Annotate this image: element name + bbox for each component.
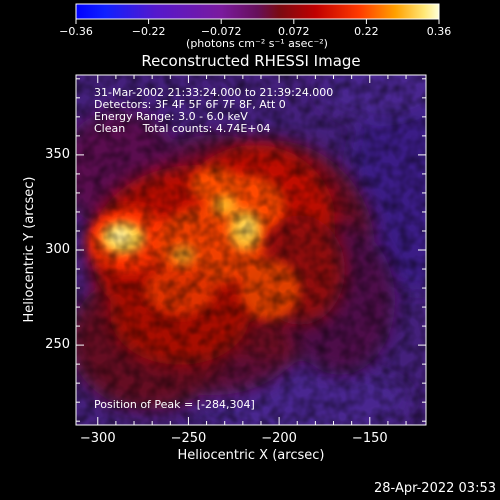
colorbar-frame — [75, 3, 440, 20]
footer-date: 28-Apr-2022 03:53 — [374, 481, 496, 496]
info-line-detectors: Detectors: 3F 4F 5F 6F 7F 8F, Att 0 — [94, 98, 286, 111]
colorbar-tick-label: 0.36 — [426, 25, 452, 38]
x-tick-label: −150 — [351, 431, 388, 446]
y-tick-label: 350 — [45, 146, 70, 162]
colorbar-tick-label: −0.072 — [200, 25, 242, 38]
x-axis-label: Heliocentric X (arcsec) — [177, 448, 325, 463]
info-line-time: 31-Mar-2002 21:33:24.000 to 21:39:24.000 — [94, 86, 334, 99]
info-line-energy: Energy Range: 3.0 - 6.0 keV — [94, 110, 248, 123]
colorbar — [76, 4, 439, 19]
y-tick-label: 250 — [45, 337, 70, 353]
axis-ticks — [76, 75, 426, 425]
colorbar-tick-label: 0.072 — [278, 25, 310, 38]
info-line-clean: Clean Total counts: 4.74E+04 — [94, 122, 271, 135]
colorbar-ticks — [75, 19, 440, 24]
colorbar-tick-label: −0.36 — [59, 25, 93, 38]
colorbar-tick-label: −0.22 — [131, 25, 166, 38]
y-tick-label: 300 — [45, 242, 70, 257]
colorbar-units-label: (photons cm⁻² s⁻¹ asec⁻²) — [186, 37, 328, 50]
colorbar-tick-label: 0.22 — [354, 25, 379, 38]
x-tick-label: −300 — [79, 431, 116, 446]
rhessi-image — [76, 75, 426, 425]
x-tick-label: −250 — [170, 431, 207, 446]
plot-title: Reconstructed RHESSI Image — [141, 52, 361, 70]
peak-position-label: Position of Peak = [-284,304] — [94, 398, 255, 411]
x-tick-label: −200 — [261, 431, 297, 446]
